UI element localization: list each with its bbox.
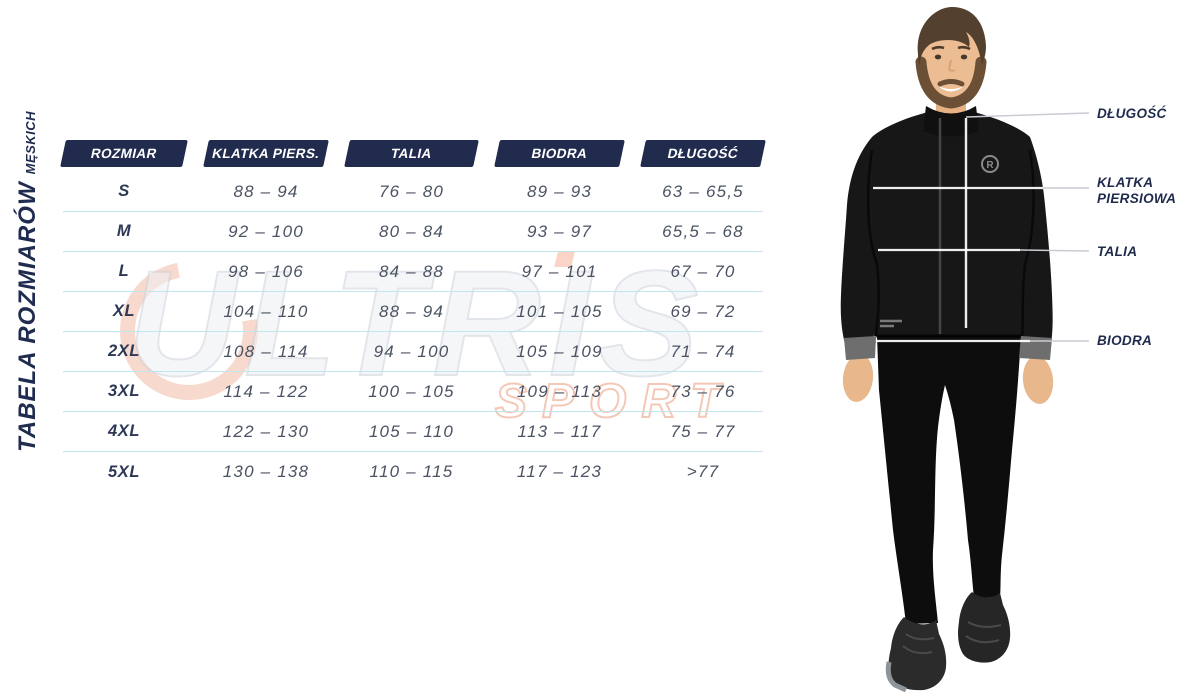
smile bbox=[938, 86, 964, 92]
table-header-row: ROZMIAR KLATKA PIERS. TALIA BIODRA DŁUGOŚĆ bbox=[60, 140, 766, 167]
right-arm-shading bbox=[1020, 149, 1035, 337]
measurement-cell: 108 – 114 bbox=[223, 341, 309, 361]
column-header: BIODRA bbox=[494, 140, 625, 167]
table-row: 2XL 108 – 114 94 – 100 105 – 109 71 – 74 bbox=[63, 332, 763, 372]
size-cell: 2XL bbox=[107, 342, 141, 360]
measurement-cell: 105 – 110 bbox=[368, 421, 455, 441]
label-length: DŁUGOŚĆ bbox=[1097, 106, 1167, 121]
waist-connector-line bbox=[1019, 249, 1090, 252]
size-cell: 5XL bbox=[107, 462, 141, 481]
measurement-cell: 93 – 97 bbox=[526, 221, 593, 241]
column-header: KLATKA PIERS. bbox=[203, 140, 329, 167]
label-chest-line1: KLATKA bbox=[1097, 175, 1154, 190]
size-cell: M bbox=[116, 222, 132, 240]
right-eye bbox=[960, 54, 968, 60]
column-header: TALIA bbox=[344, 140, 479, 167]
measurement-cell: 101 – 105 bbox=[516, 301, 603, 321]
model-figure: R bbox=[830, 0, 1100, 700]
measurement-cell: 73 – 76 bbox=[670, 381, 736, 401]
jacket bbox=[840, 112, 1053, 344]
measurement-cell: 65,5 – 68 bbox=[662, 221, 744, 241]
chest-logo-letter: R bbox=[986, 160, 994, 171]
measurement-cell: 98 – 106 bbox=[228, 261, 304, 281]
tights bbox=[877, 336, 1021, 624]
measurement-cell: 105 – 109 bbox=[516, 341, 603, 361]
size-cell: XL bbox=[112, 302, 136, 320]
size-cell: S bbox=[118, 182, 130, 200]
mustache bbox=[937, 79, 965, 87]
chest-logo-icon bbox=[981, 155, 999, 173]
right-cuff bbox=[1019, 336, 1052, 360]
size-cell: L bbox=[118, 262, 130, 280]
table-row: M 92 – 100 80 – 84 93 – 97 65,5 – 68 bbox=[63, 212, 763, 252]
page-title-main: TABELA ROZMIARÓW bbox=[14, 181, 41, 452]
beard bbox=[915, 56, 987, 109]
measurement-cell: 113 – 117 bbox=[517, 421, 602, 441]
measurement-cell: 94 – 100 bbox=[373, 341, 450, 361]
eyebrows bbox=[931, 45, 971, 51]
measurement-cell: 63 – 65,5 bbox=[662, 181, 744, 201]
label-chest-line2: PIERSIOWA bbox=[1097, 191, 1177, 206]
table-row: L 98 – 106 84 – 88 97 – 101 67 – 70 bbox=[63, 252, 763, 292]
measurement-cell: 88 – 94 bbox=[233, 181, 299, 201]
table-body: S 88 – 94 76 – 80 89 – 93 63 – 65,5 M 92 – 100… bbox=[63, 172, 763, 492]
measurement-cell: 67 – 70 bbox=[670, 261, 736, 281]
measurement-cell: 71 – 74 bbox=[670, 341, 736, 361]
label-chest: KLATKA PIERSIOWA bbox=[1097, 175, 1176, 207]
measurement-cell: >77 bbox=[686, 462, 720, 481]
left-cuff bbox=[844, 336, 876, 360]
page-title-sub: MĘSKICH bbox=[23, 110, 38, 175]
column-header: ROZMIAR bbox=[60, 140, 188, 167]
label-waist: TALIA bbox=[1097, 244, 1138, 259]
measurement-cell: 88 – 94 bbox=[378, 301, 445, 321]
right-shoe-straps bbox=[965, 621, 1002, 644]
measurement-cell: 84 – 88 bbox=[378, 261, 445, 281]
measurement-cell: 76 – 80 bbox=[378, 181, 445, 201]
label-hips: BIODRA bbox=[1097, 333, 1153, 348]
measurement-cell: 110 – 115 bbox=[369, 462, 454, 481]
model-photo: R bbox=[840, 7, 1090, 693]
table-row: 5XL 130 – 138 110 – 115 117 – 123 >77 bbox=[63, 452, 763, 492]
measurement-cell: 100 – 105 bbox=[368, 381, 455, 401]
measurement-cell: 97 – 101 bbox=[521, 261, 598, 281]
page-title-vertical: TABELA ROZMIARÓW MĘSKICH bbox=[14, 111, 42, 452]
table-row: XL 104 – 110 88 – 94 101 – 105 69 – 72 bbox=[63, 292, 763, 332]
hem-branding bbox=[880, 319, 902, 328]
column-header: DŁUGOŚĆ bbox=[640, 140, 766, 167]
right-hand bbox=[1022, 356, 1054, 404]
left-hand bbox=[842, 354, 874, 402]
table-row: S 88 – 94 76 – 80 89 – 93 63 – 65,5 bbox=[63, 172, 763, 212]
size-table: ROZMIAR KLATKA PIERS. TALIA BIODRA DŁUGOŚĆ S… bbox=[60, 140, 766, 492]
measurement-cell: 69 – 72 bbox=[670, 301, 736, 321]
nose bbox=[947, 59, 956, 72]
measurement-cell: 75 – 77 bbox=[670, 421, 736, 441]
measurement-cell: 89 – 93 bbox=[526, 181, 593, 201]
measurement-cell: 92 – 100 bbox=[228, 221, 304, 241]
measurement-cell: 117 – 123 bbox=[516, 462, 603, 481]
size-cell: 3XL bbox=[107, 382, 141, 400]
left-arm-shading bbox=[866, 149, 880, 337]
measurement-cell: 109 – 113 bbox=[516, 381, 603, 401]
measurement-cell: 122 – 130 bbox=[222, 421, 310, 441]
measurement-cell: 80 – 84 bbox=[378, 221, 445, 241]
left-shoe-sole bbox=[885, 661, 908, 693]
measurement-cell: 104 – 110 bbox=[223, 301, 309, 321]
table-row: 3XL 114 – 122 100 – 105 109 – 113 73 – 76 bbox=[63, 372, 763, 412]
length-connector-line bbox=[965, 112, 1090, 118]
size-cell: 4XL bbox=[107, 422, 141, 440]
measurement-cell: 130 – 138 bbox=[222, 462, 310, 481]
left-eye bbox=[934, 54, 942, 60]
hair bbox=[917, 7, 986, 65]
table-row: 4XL 122 – 130 105 – 110 113 – 117 75 – 77 bbox=[63, 412, 763, 452]
measurement-cell: 114 – 122 bbox=[223, 381, 309, 401]
left-shoe-straps bbox=[902, 633, 935, 655]
